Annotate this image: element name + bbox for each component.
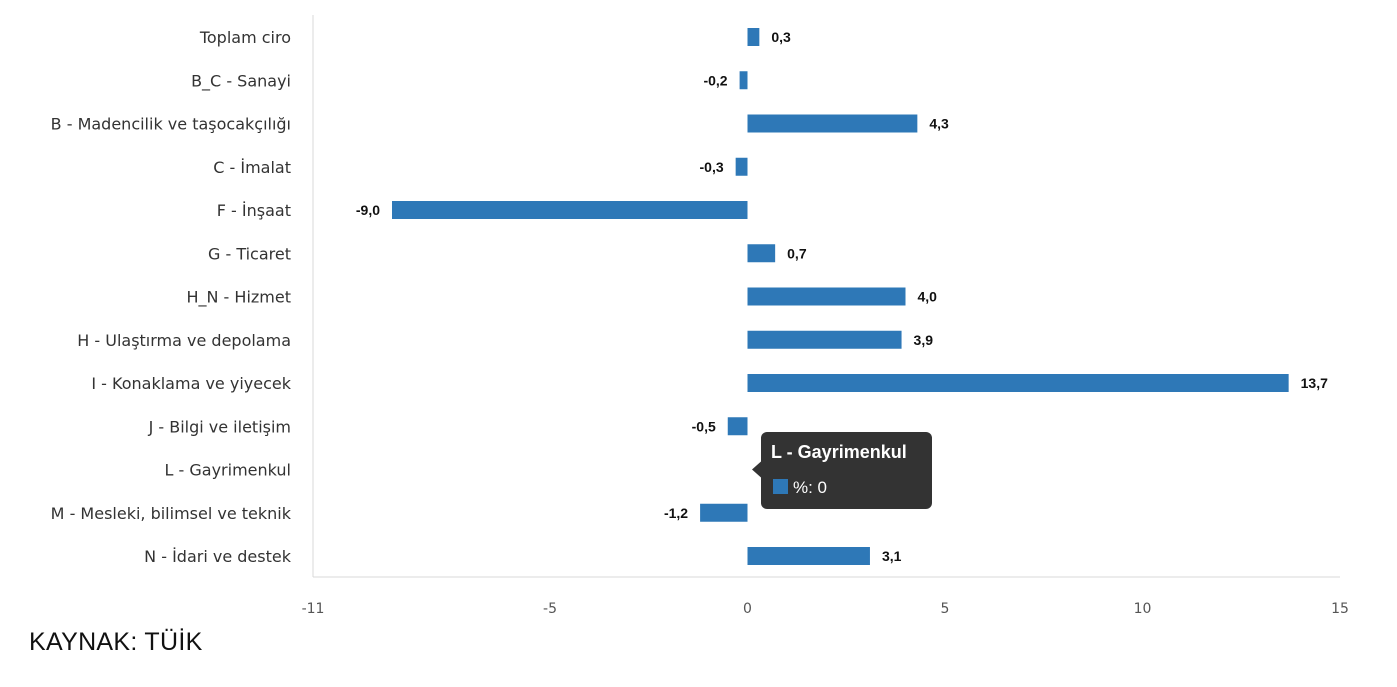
tooltip-value: %: 0	[793, 478, 827, 497]
value-label: 4,0	[918, 289, 938, 305]
category-label: N - İdari ve destek	[144, 547, 292, 566]
tooltip-pointer	[752, 461, 761, 478]
category-label: L - Gayrimenkul	[165, 461, 291, 480]
bar[interactable]	[747, 287, 906, 306]
category-label: B - Madencilik ve taşocakçılığı	[51, 115, 291, 134]
value-label: 3,1	[882, 548, 902, 564]
chart-axes	[312, 15, 1340, 578]
source-note: KAYNAK: TÜİK	[29, 628, 203, 656]
value-label: -1,2	[664, 505, 688, 521]
bar[interactable]	[739, 71, 748, 90]
value-label: -0,5	[692, 418, 716, 434]
category-labels: Toplam ciro B_C - Sanayi B - Madencilik ve…	[51, 28, 292, 566]
value-label: -0,3	[700, 159, 724, 175]
category-label: H_N - Hizmet	[186, 288, 291, 308]
x-tick-label: -11	[302, 601, 325, 617]
bar[interactable]	[700, 503, 748, 522]
bar[interactable]	[747, 330, 902, 349]
bar[interactable]	[747, 28, 760, 46]
value-label: 4,3	[929, 116, 949, 132]
x-tick-labels: -11 -5 0 5 10 15	[302, 601, 1349, 617]
category-label: F - İnşaat	[217, 201, 291, 220]
tooltip-swatch	[773, 479, 788, 494]
value-label: 13,7	[1301, 375, 1328, 391]
x-tick-label: 10	[1134, 601, 1152, 617]
category-label: Toplam ciro	[199, 28, 291, 47]
bar[interactable]	[747, 374, 1289, 392]
x-tick-label: -5	[543, 601, 557, 617]
value-label: 0,3	[771, 29, 791, 45]
x-tick-label: 5	[941, 601, 950, 617]
category-label: C - İmalat	[213, 158, 291, 177]
tooltip-title: L - Gayrimenkul	[771, 442, 907, 462]
category-label: J - Bilgi ve iletişim	[148, 417, 291, 436]
bar[interactable]	[735, 157, 748, 176]
bar[interactable]	[392, 201, 748, 219]
value-label: -9,0	[356, 202, 380, 218]
bar[interactable]	[747, 244, 776, 263]
category-label: H - Ulaştırma ve depolama	[77, 331, 291, 350]
chart-bars	[392, 28, 1289, 565]
category-label: I - Konaklama ve yiyecek	[91, 374, 291, 393]
x-tick-label: 15	[1331, 601, 1349, 617]
chart-tooltip: L - Gayrimenkul %: 0	[752, 432, 932, 509]
bar[interactable]	[747, 547, 870, 565]
value-label: 3,9	[914, 332, 934, 348]
category-label: M - Mesleki, bilimsel ve teknik	[51, 504, 292, 523]
category-label: G - Ticaret	[208, 244, 291, 263]
value-labels: 0,3-0,24,3-0,3-9,00,74,03,913,7-0,50,0-1…	[356, 29, 1328, 564]
x-tick-label: 0	[743, 601, 752, 617]
value-label: -0,2	[703, 72, 727, 88]
category-label: B_C - Sanayi	[191, 71, 291, 91]
tooltip-box	[761, 432, 932, 509]
bar[interactable]	[747, 114, 918, 133]
value-label: 0,7	[787, 245, 807, 261]
bar[interactable]	[727, 417, 748, 436]
